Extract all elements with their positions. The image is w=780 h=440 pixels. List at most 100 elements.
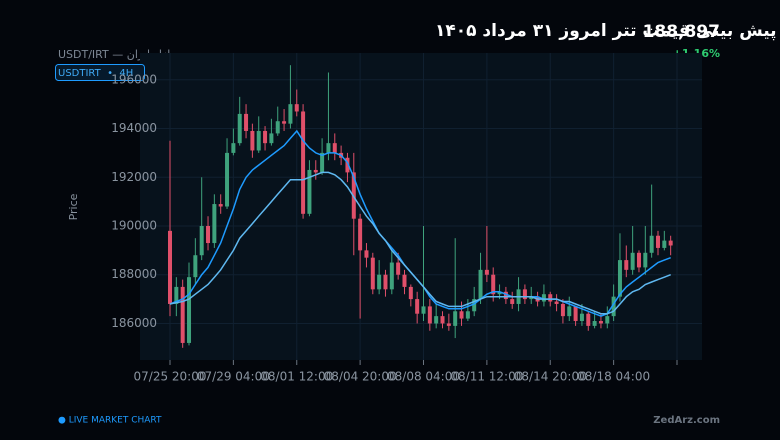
candle-body [231,143,236,153]
candle-body [415,299,420,314]
candle-body [662,240,667,248]
candle-body [269,133,274,144]
candle-body [541,294,546,302]
candle-body [288,104,293,124]
candle-body [326,143,331,153]
candle-body [605,316,610,324]
candle-body [529,296,534,300]
symbol-badge [55,64,145,81]
plot-area [140,53,702,360]
candle-body [453,311,458,326]
candle-body [567,306,572,317]
candle-body [383,274,388,290]
symbol-badge-text: USDTIRT • 4H [58,68,133,79]
candle-body [586,313,591,326]
candle-body [503,291,508,300]
x-tick-label: 08/01 12:00 [260,370,333,384]
x-tick-label: 08/14 20:00 [514,370,587,384]
x-tick-label: 08/18 04:00 [577,370,650,384]
candle-body [377,274,382,290]
candle-body [370,257,375,290]
candle-body [548,294,553,302]
candle-body [358,218,363,251]
candle-body [636,252,641,268]
candle-body [497,291,502,295]
y-tick-label: 186000 [111,316,157,330]
candle-body [459,311,464,319]
candle-body [199,225,204,256]
candle-body [478,269,483,300]
candle-body [193,255,198,278]
candle-body [168,230,172,304]
candle-body [389,262,394,290]
candle-body [187,277,192,343]
y-tick-label: 192000 [111,170,157,184]
x-tick-label: 08/04 20:00 [324,370,397,384]
x-tick-label: 07/29 04:00 [197,370,270,384]
candle-body [396,262,401,275]
candle-body [225,152,230,207]
candle-body [250,130,255,151]
brand: ZedArz.com [653,415,720,426]
candle-body [434,316,439,324]
y-axis-label: Price [67,193,80,220]
x-tick-label: 07/25 20:00 [134,370,207,384]
candle-body [592,321,597,326]
candle-body [345,157,350,173]
x-tick-label: 08/08 04:00 [387,370,460,384]
live-label: ● LIVE MARKET CHART [58,416,162,426]
candle-body [573,306,578,322]
candle-body [560,303,565,317]
candle-body [408,286,413,300]
candle-body [598,321,603,324]
candle-body [624,260,629,270]
candle-body [263,130,268,144]
candle-body [421,306,426,314]
candle-body [256,130,261,151]
candle-body [427,306,432,324]
y-tick-label: 190000 [111,218,157,232]
candle-body [206,225,211,244]
candle-body [244,113,249,131]
candle-body [579,313,584,322]
candle-body [554,301,559,304]
candle-body [212,204,217,244]
candle-body [643,252,648,268]
candle-body [180,286,185,343]
candle-body [320,152,325,173]
page-title: پیش بینی قیمت تتر امروز ۳۱ مرداد ۱۴۰۵ [435,21,777,41]
y-tick-label: 194000 [111,121,157,135]
candle-body [522,289,527,300]
price: 188,897 [643,22,720,42]
candle-body [332,143,337,153]
candle-body [611,296,616,317]
candle-body [402,274,407,287]
y-tick-label: 188000 [111,267,157,281]
candle-body [294,104,299,112]
candle-body [510,299,515,304]
candle-body [237,113,242,144]
candle-body [630,252,635,270]
candle-body [275,121,280,134]
candle-body [465,311,470,319]
x-tick-label: 08/11 12:00 [450,370,523,384]
moving-average-line [169,171,671,315]
candle-body [440,316,445,324]
candle-body [301,111,306,214]
candle-body [218,204,223,207]
candle-body [484,269,489,275]
candle-body [491,274,496,295]
candle-body [313,169,318,173]
candle-body [668,240,673,246]
candle-body [174,286,179,304]
candle-body [307,169,312,214]
candle-body [282,121,287,124]
y-tick-label: 196000 [111,72,157,86]
candle-body [446,323,451,326]
candle-body [364,250,369,258]
candle-body [617,260,622,297]
candle-body [472,299,477,312]
candle-body [649,235,654,253]
candle-body [655,235,660,248]
